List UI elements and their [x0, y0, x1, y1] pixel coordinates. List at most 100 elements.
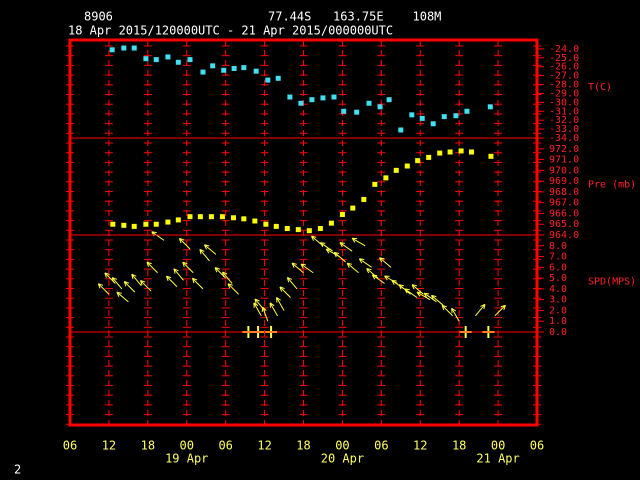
- wind-arrow: [261, 306, 269, 322]
- arrow-shaft: [269, 302, 278, 317]
- arrow-shaft: [131, 273, 142, 286]
- data-point: [143, 221, 149, 227]
- data-point: [377, 104, 383, 110]
- arrow-shaft: [227, 283, 239, 295]
- data-point: [488, 153, 494, 159]
- wind-arrow: [451, 307, 460, 322]
- data-point: [464, 108, 470, 114]
- x-tick-label: 12: [257, 439, 271, 453]
- y-tick-label: -30.0: [549, 97, 579, 108]
- y-tick-label: -29.0: [549, 88, 579, 99]
- x-tick-label: 06: [218, 439, 232, 453]
- wind-arrow: [423, 292, 437, 303]
- wind-arrow: [173, 268, 184, 281]
- data-point: [175, 217, 181, 223]
- data-point: [175, 59, 181, 65]
- data-point: [273, 223, 279, 229]
- date-label: 19 Apr: [165, 452, 208, 466]
- y-tick-label: 5.0: [549, 273, 567, 284]
- y-tick-label: -28.0: [549, 80, 579, 91]
- x-tick-label: 00: [335, 439, 349, 453]
- y-tick-label: 971.0: [549, 155, 579, 166]
- data-point: [430, 121, 436, 127]
- station-location: 77.44S 163.75E 108M: [268, 10, 441, 24]
- y-tick-label: 969.0: [549, 176, 579, 187]
- wind-arrow: [404, 288, 418, 298]
- data-point: [383, 175, 389, 181]
- data-point: [309, 97, 315, 103]
- data-point: [361, 196, 367, 202]
- data-point: [263, 221, 269, 227]
- data-point: [398, 127, 404, 133]
- y-axis-label: T(C): [588, 82, 612, 93]
- arrow-shaft: [300, 263, 314, 274]
- wind-arrow: [131, 273, 142, 286]
- data-point: [110, 221, 116, 227]
- y-tick-label: -27.0: [549, 71, 579, 82]
- wind-arrow: [269, 302, 278, 317]
- y-tick-label: 1.0: [549, 316, 567, 327]
- y-tick-label: -25.0: [549, 53, 579, 64]
- data-point: [409, 112, 415, 118]
- wind-arrow: [339, 242, 353, 252]
- wind-arrow: [199, 248, 210, 262]
- wind-arrow: [97, 283, 110, 295]
- data-point: [252, 218, 258, 224]
- x-tick-label: 06: [374, 439, 388, 453]
- wind-arrow: [165, 275, 178, 288]
- arrow-shaft: [253, 302, 262, 317]
- data-point: [487, 104, 493, 110]
- x-tick-label: 18: [141, 439, 155, 453]
- x-tick-label: 18: [296, 439, 310, 453]
- y-tick-label: 8.0: [549, 241, 567, 252]
- data-point: [287, 94, 293, 100]
- y-tick-label: 3.0: [549, 295, 567, 306]
- wind-arrow: [286, 276, 298, 290]
- wind-arrow: [379, 257, 392, 268]
- data-point: [404, 163, 410, 169]
- data-point: [131, 45, 137, 51]
- wind-arrow: [333, 251, 346, 263]
- y-tick-label: 6.0: [549, 262, 567, 273]
- wind-arrow: [441, 304, 454, 317]
- y-tick-label: 968.0: [549, 187, 579, 198]
- data-point: [437, 150, 443, 156]
- data-point: [320, 95, 326, 101]
- wind-arrow: [474, 303, 486, 317]
- arrow-shaft: [151, 231, 165, 241]
- data-point: [426, 154, 432, 160]
- arrow-shaft: [261, 306, 269, 322]
- x-tick-label: 00: [491, 439, 505, 453]
- wind-arrow: [227, 283, 239, 295]
- data-point: [393, 167, 399, 173]
- arrow-shaft: [494, 304, 506, 317]
- y-axis-label: Pre (mb): [588, 180, 636, 191]
- data-point: [231, 66, 237, 72]
- data-point: [453, 113, 459, 119]
- grid: [66, 40, 544, 425]
- arrow-shaft: [291, 262, 304, 274]
- data-point: [468, 149, 474, 155]
- wind-arrow: [139, 279, 152, 292]
- data-point: [253, 68, 259, 74]
- data-point: [109, 47, 115, 53]
- data-point: [187, 57, 193, 63]
- arrow-shaft: [404, 288, 418, 298]
- data-point: [366, 100, 372, 106]
- data-point: [415, 158, 421, 164]
- data-point: [306, 228, 312, 234]
- data-point: [350, 205, 356, 211]
- arrow-shaft: [191, 277, 204, 290]
- wind-arrow: [416, 291, 431, 301]
- date-label: 21 Apr: [476, 452, 519, 466]
- data-point: [458, 148, 464, 154]
- x-tick-label: 00: [180, 439, 194, 453]
- y-tick-label: -26.0: [549, 62, 579, 73]
- wind-arrow: [222, 271, 233, 284]
- arrow-shaft: [139, 279, 152, 292]
- data-point: [165, 54, 171, 60]
- wind-arrow: [182, 261, 194, 274]
- wind-arrow: [146, 261, 158, 274]
- wind-arrow: [253, 302, 262, 317]
- wind-arrow: [431, 294, 444, 306]
